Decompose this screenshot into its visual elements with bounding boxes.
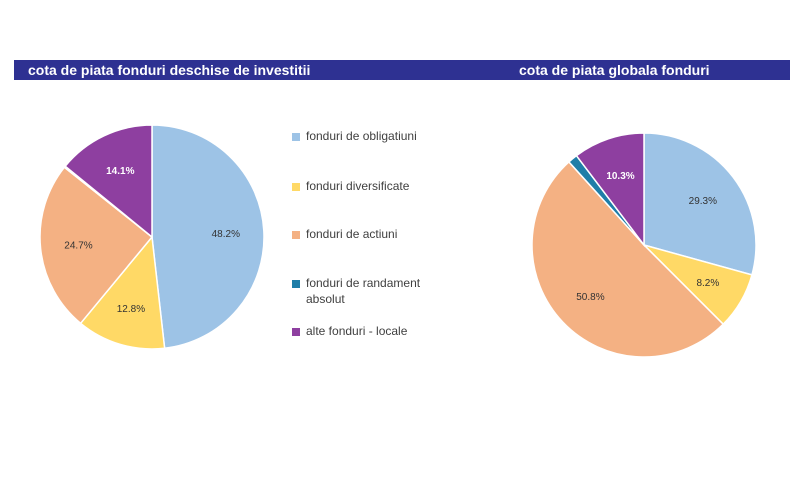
data-label-open-funds-actiuni: 24.7% — [64, 241, 92, 252]
data-label-open-funds-alte: 14.1% — [106, 166, 134, 177]
title-bar: cota de piata fonduri deschise de invest… — [14, 60, 790, 80]
legend-label: fonduri de actiuni — [306, 227, 398, 241]
pie-slice-open-funds-obligatiuni[interactable] — [151, 124, 265, 350]
legend-label: alte fonduri - locale — [306, 324, 408, 338]
pie-slice-global-funds-obligatiuni[interactable] — [643, 132, 757, 276]
data-label-global-funds-actiuni: 50.8% — [576, 292, 604, 303]
legend-label: fonduri diversificate — [306, 179, 410, 193]
pie-slice-open-funds-alte[interactable] — [64, 124, 153, 239]
legend-label: fonduri de obligatiuni — [306, 129, 417, 143]
pie-slice-open-funds-diversificate[interactable] — [79, 235, 166, 350]
legend-swatch-actiuni — [292, 231, 300, 239]
data-label-open-funds-diversificate: 12.8% — [117, 304, 145, 315]
chart-title-open-funds: cota de piata fonduri deschise de invest… — [28, 62, 311, 78]
legend-swatch-diversificate — [292, 183, 300, 191]
pie-slice-open-funds-actiuni[interactable] — [39, 166, 154, 325]
data-label-global-funds-diversificate: 8.2% — [696, 278, 719, 289]
legend-label: fonduri de randament absolut — [306, 276, 421, 306]
legend-swatch-obligatiuni — [292, 133, 300, 141]
pie-slice-global-funds-actiuni[interactable] — [531, 160, 725, 358]
data-label-open-funds-obligatiuni: 48.2% — [212, 229, 240, 240]
pie-slice-global-funds-alte[interactable] — [575, 132, 645, 248]
chart-title-global-funds: cota de piata globala fonduri — [519, 62, 710, 78]
data-label-global-funds-obligatiuni: 29.3% — [689, 196, 717, 207]
legend-swatch-alte — [292, 328, 300, 336]
legend-swatch-randament-absolut — [292, 280, 300, 288]
data-label-global-funds-alte: 10.3% — [606, 171, 634, 182]
